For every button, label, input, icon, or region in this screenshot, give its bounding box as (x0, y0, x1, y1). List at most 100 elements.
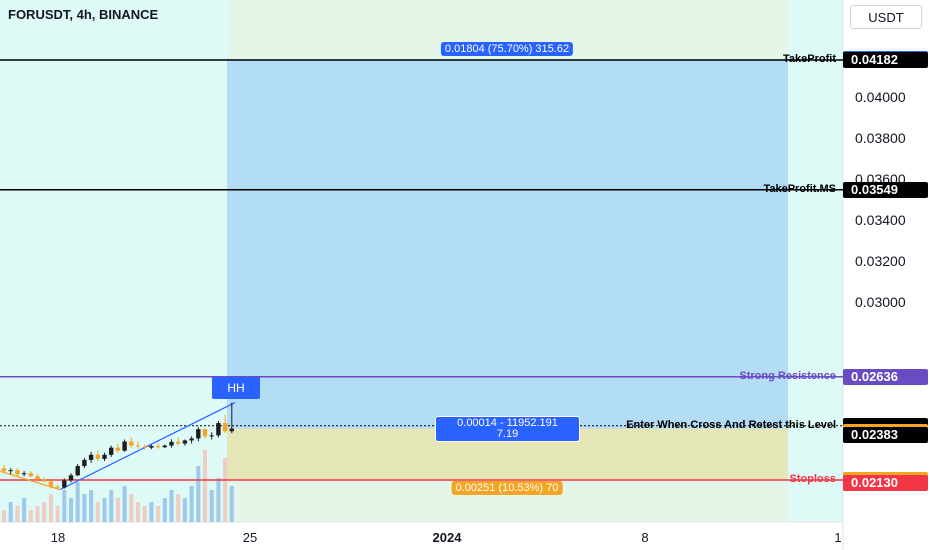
volume-bar (209, 490, 214, 522)
level-line-label: TakeProfit.MS (763, 182, 836, 195)
volume-bar (223, 458, 228, 522)
volume-bar (69, 498, 73, 522)
volume-bar (82, 494, 87, 522)
y-tick-label: 0.04000 (855, 89, 906, 106)
volume-bar (35, 506, 40, 522)
volume-bar (169, 490, 174, 522)
candle-body (209, 435, 214, 437)
profit-label: 0.01804 (75.70%) 315.62 (440, 42, 574, 56)
volume-bar (8, 502, 13, 522)
price-tag: 0.03549 (843, 181, 928, 198)
volume-bar (2, 510, 6, 522)
chart-title: FORUSDT, 4h, BINANCE (8, 7, 159, 22)
candle-body (229, 428, 234, 432)
candle-body (115, 447, 121, 451)
volume-bar (176, 494, 181, 522)
level-line-label: Strong Resistence (739, 369, 836, 382)
volume-bar (55, 506, 60, 522)
level-line-label: TakeProfit (783, 53, 836, 65)
candle-body (82, 459, 87, 467)
candle-body (42, 479, 47, 482)
volume-bar (75, 482, 80, 522)
candle-body (21, 473, 27, 475)
candle-body (95, 454, 100, 459)
volume-bar (42, 502, 47, 522)
candle-body (135, 445, 141, 447)
volume-bar (189, 486, 194, 522)
candle-body (28, 473, 33, 477)
volume-bar (122, 486, 127, 522)
y-tick-label: 0.03800 (855, 130, 906, 147)
price-tag: 0.02636 (843, 368, 928, 385)
candle-body (196, 429, 201, 439)
candle-body (222, 423, 228, 432)
candle-body (169, 441, 174, 446)
candle-body (216, 423, 221, 436)
volume-bar (203, 450, 207, 522)
candle-body (149, 445, 154, 448)
x-tick-label: 18 (50, 530, 66, 545)
volume-bar (196, 466, 201, 522)
volume-bar (229, 486, 234, 522)
candle-body (75, 466, 80, 476)
currency-selector[interactable]: USDT (850, 5, 922, 29)
volume-bar (162, 498, 167, 522)
candle-body (55, 486, 60, 488)
y-tick-label: 0.03000 (855, 294, 906, 311)
x-tick-label: 2024 (432, 530, 462, 545)
candle-body (62, 480, 67, 488)
volume-bar (129, 494, 134, 522)
candle-body (189, 438, 194, 441)
x-tick-label: 8 (641, 530, 649, 545)
time-axis-panel (0, 522, 843, 550)
volume-bar (136, 502, 140, 522)
x-tick-label: 1 (834, 530, 842, 545)
price-tag: 0.02383 (843, 427, 928, 444)
volume-bar (115, 498, 120, 522)
volume-bar (48, 494, 53, 522)
candle-body (129, 441, 134, 446)
volume-bar (142, 506, 147, 522)
candle-body (48, 481, 54, 487)
volume-bar (109, 490, 114, 522)
position-mid-label-line1: 0.00014 - 11952.191 (457, 417, 558, 429)
loss-label: 0.00251 (10.53%) 70 (451, 481, 563, 495)
price-tag: 0.02130 (843, 475, 928, 492)
volume-bar (182, 498, 187, 522)
candle-body (162, 445, 167, 448)
level-line-label: Enter When Cross And Retest this Level (626, 418, 836, 431)
y-tick-label: 0.03400 (855, 212, 906, 229)
candle-body (1, 468, 7, 472)
profit-zone (227, 58, 788, 429)
hh-annotation: HH (212, 377, 260, 399)
volume-bar (149, 502, 154, 522)
left-background-band (0, 0, 227, 522)
trendline (59, 402, 236, 491)
candle-body (202, 429, 208, 437)
level-line-label: Stoploss (789, 473, 836, 485)
volume-bar (95, 502, 100, 522)
price-axis-panel (843, 0, 932, 550)
volume-bar (156, 506, 161, 522)
candle-body (102, 454, 107, 459)
candle-body (182, 440, 188, 444)
volume-bar (89, 490, 94, 522)
candle-body (142, 446, 147, 448)
position-mid-label-line2: 7.19 (496, 428, 519, 440)
volume-bar (102, 498, 107, 522)
candle-body (109, 447, 114, 455)
volume-bar (216, 478, 221, 522)
position-mid-label: 0.00014 - 11952.191 7.19 (435, 416, 580, 442)
candle-body (155, 445, 161, 448)
candle-body (68, 475, 74, 481)
volume-bar (28, 510, 33, 522)
candle-body (122, 441, 127, 451)
candle-body (176, 441, 181, 444)
y-tick-label: 0.03200 (855, 253, 906, 270)
candle-body (35, 476, 40, 480)
right-background-band (788, 0, 843, 522)
price-tag: 0.04182 (843, 52, 928, 68)
x-tick-label: 25 (242, 530, 258, 545)
candle-body (15, 470, 20, 475)
